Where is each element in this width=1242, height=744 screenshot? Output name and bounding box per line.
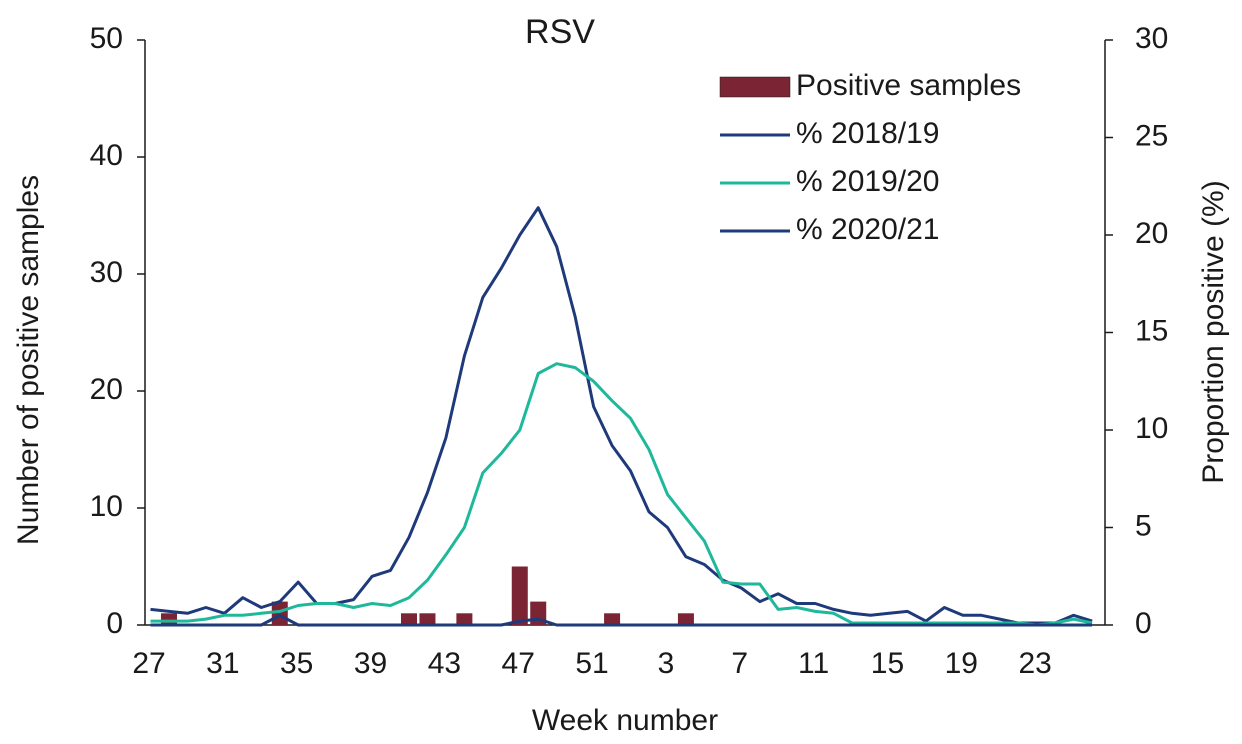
line	[150, 362, 1093, 627]
legend-label: % 2018/19	[796, 117, 939, 150]
y-axis-label: Number of positive samples	[12, 175, 45, 545]
y-tick-label: 20	[90, 373, 123, 406]
bar	[456, 613, 473, 625]
y2-tick-label: 15	[1135, 314, 1168, 347]
y2-tick-label: 10	[1135, 412, 1168, 445]
x-tick-label: 39	[354, 647, 387, 680]
y2-tick-label: 20	[1135, 217, 1168, 250]
bar	[604, 613, 621, 625]
legend-label: % 2019/20	[796, 165, 939, 198]
chart-title: RSV	[525, 13, 595, 51]
x-tick-label: 3	[658, 647, 675, 680]
y-tick-label: 50	[90, 22, 123, 55]
y-tick-label: 0	[106, 607, 123, 640]
y-tick-label: 40	[90, 139, 123, 172]
x-axis-label: Week number	[532, 704, 718, 737]
legend-label: % 2020/21	[796, 213, 939, 246]
line	[150, 206, 1093, 625]
y2-tick-label: 25	[1135, 119, 1168, 152]
line	[150, 613, 1093, 627]
bar	[401, 613, 417, 625]
x-tick-label: 11	[798, 647, 829, 680]
y2-axis-label: Proportion positive (%)	[1197, 180, 1230, 483]
bar	[511, 566, 528, 625]
legend-label: Positive samples	[796, 69, 1021, 102]
x-tick-label: 19	[945, 647, 978, 680]
x-tick-label: 35	[280, 647, 313, 680]
bar	[677, 613, 694, 625]
x-tick-label: 47	[502, 647, 535, 680]
legend-swatch	[719, 76, 791, 98]
y2-tick-label: 30	[1135, 22, 1168, 55]
y2-tick-label: 5	[1135, 509, 1152, 542]
bar	[419, 613, 436, 625]
x-tick-label: 27	[132, 647, 165, 680]
x-tick-label: 7	[731, 647, 748, 680]
x-tick-label: 31	[206, 647, 239, 680]
x-tick-label: 51	[575, 647, 608, 680]
x-tick-label: 23	[1018, 647, 1051, 680]
bar	[271, 601, 288, 625]
x-tick-label: 15	[871, 647, 904, 680]
y-tick-label: 10	[90, 490, 123, 523]
bar	[161, 613, 177, 625]
y-tick-label: 30	[90, 256, 123, 289]
x-tick-label: 43	[428, 647, 461, 680]
y2-tick-label: 0	[1135, 607, 1152, 640]
